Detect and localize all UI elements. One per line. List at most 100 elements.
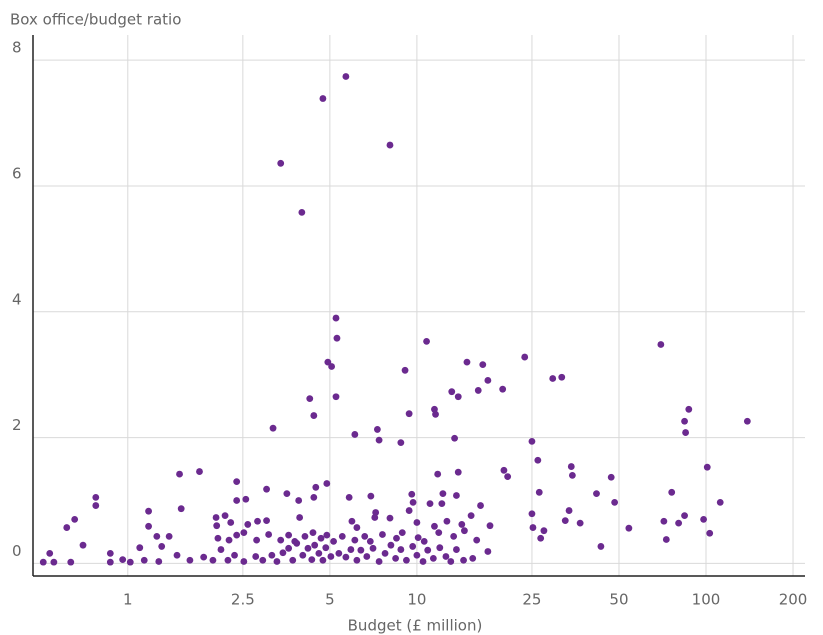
point — [413, 519, 421, 526]
point — [397, 546, 405, 553]
point — [386, 141, 394, 149]
point — [79, 541, 87, 549]
point — [431, 522, 438, 530]
point — [212, 514, 220, 521]
point — [473, 536, 481, 544]
point — [454, 393, 462, 401]
point — [375, 558, 383, 565]
point — [681, 512, 688, 520]
point — [335, 549, 343, 557]
point — [540, 527, 548, 535]
point — [458, 521, 466, 528]
point — [252, 553, 260, 560]
point — [706, 529, 714, 537]
point — [165, 532, 173, 540]
point — [461, 527, 468, 535]
point — [528, 510, 536, 518]
point — [405, 507, 413, 514]
x-tick-label: 5 — [325, 591, 335, 609]
point — [213, 522, 221, 530]
point — [405, 410, 413, 418]
point — [568, 471, 576, 479]
point — [315, 549, 323, 557]
point — [387, 541, 395, 549]
point — [304, 544, 312, 552]
point — [136, 544, 144, 552]
point — [186, 556, 194, 564]
point — [351, 431, 359, 438]
point — [299, 551, 307, 559]
point — [432, 410, 439, 418]
point — [285, 544, 293, 552]
point — [484, 548, 492, 555]
point — [196, 468, 203, 475]
point — [403, 556, 410, 564]
point — [393, 534, 400, 542]
point — [308, 556, 316, 564]
point — [347, 546, 355, 553]
point — [244, 521, 252, 528]
point — [398, 529, 406, 536]
point — [92, 493, 100, 501]
point — [310, 493, 318, 501]
point — [549, 375, 557, 382]
point — [328, 363, 336, 370]
y-tick-label: 4 — [12, 290, 22, 308]
point — [597, 543, 605, 550]
point — [295, 497, 303, 504]
point — [63, 524, 71, 531]
point — [317, 534, 325, 542]
point — [173, 551, 181, 559]
point — [700, 515, 707, 523]
point — [685, 405, 693, 413]
point — [439, 490, 447, 497]
point — [283, 490, 291, 497]
point — [372, 509, 380, 516]
point — [214, 534, 222, 542]
point — [291, 538, 299, 545]
point — [499, 385, 507, 393]
point — [279, 549, 287, 557]
point — [145, 507, 152, 515]
point — [357, 546, 365, 554]
point — [434, 470, 442, 478]
y-tick-label: 8 — [12, 39, 22, 57]
point — [424, 546, 432, 554]
point — [436, 544, 444, 552]
point — [413, 551, 421, 559]
point — [448, 388, 456, 396]
x-tick-label: 200 — [779, 591, 808, 609]
point — [263, 485, 270, 493]
point — [319, 95, 327, 102]
point — [342, 73, 350, 80]
point — [451, 434, 458, 442]
point — [46, 549, 54, 557]
point — [401, 366, 409, 374]
point — [593, 490, 600, 497]
point — [327, 553, 335, 560]
x-tick-label: 2.5 — [231, 591, 255, 609]
point — [625, 524, 633, 532]
point — [435, 529, 443, 536]
point — [537, 534, 545, 542]
point — [379, 531, 386, 538]
point — [92, 502, 100, 509]
point — [221, 512, 229, 520]
point — [319, 556, 327, 564]
point — [703, 463, 711, 471]
point — [323, 531, 331, 539]
point — [71, 515, 79, 523]
point — [126, 558, 134, 566]
point — [500, 466, 508, 474]
point — [668, 488, 676, 496]
point — [265, 531, 273, 538]
point — [153, 532, 161, 540]
point — [140, 556, 148, 564]
point — [576, 519, 584, 527]
point — [353, 556, 361, 564]
point — [289, 556, 297, 564]
point — [353, 524, 361, 531]
x-tick-label: 10 — [407, 591, 426, 609]
point — [323, 480, 331, 487]
point — [363, 553, 371, 560]
